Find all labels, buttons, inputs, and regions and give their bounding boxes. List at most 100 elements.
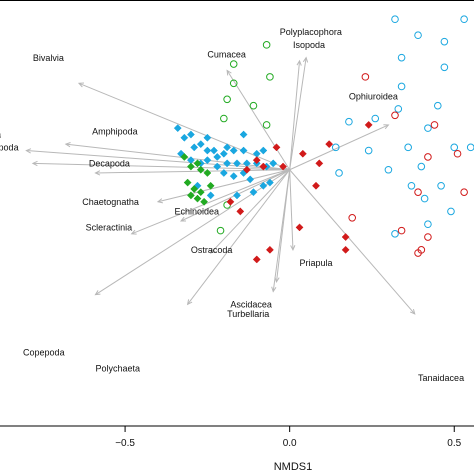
vector-arrowhead — [25, 148, 32, 154]
green-filled-diamond-point — [196, 165, 205, 174]
vector-label: Scleractinia — [86, 223, 133, 233]
green-filled-diamond-point — [186, 191, 195, 200]
blue-open-circle-point — [331, 143, 340, 152]
blue-filled-diamond-point — [269, 159, 278, 168]
red-open-circle-point — [424, 153, 432, 161]
species-vector — [289, 169, 416, 315]
species-vector — [226, 70, 291, 171]
red-filled-diamond-point — [279, 162, 288, 171]
green-open-circle-point — [223, 95, 231, 104]
blue-filled-diamond-point — [190, 143, 199, 152]
blue-filled-diamond-point — [239, 130, 248, 139]
green-open-circle-point — [262, 121, 271, 129]
green-open-circle-point — [216, 226, 225, 235]
red-filled-diamond-point — [252, 255, 261, 264]
red-filled-diamond-point — [315, 159, 324, 168]
red-open-circle-point — [361, 73, 370, 81]
red-open-circle-point — [391, 111, 399, 120]
x-axis: NMDS1 −0.5 0.0 0.5 — [115, 426, 462, 473]
blue-filled-diamond-point — [210, 146, 218, 155]
green-open-circle-point — [220, 114, 228, 123]
blue-open-circle-point — [397, 82, 406, 91]
vector-arrowhead — [209, 248, 216, 254]
x-tick-label: 0.0 — [283, 438, 297, 449]
vector-label: Chaetognatha — [82, 197, 139, 207]
red-filled-diamond-point — [236, 207, 245, 216]
site-points — [173, 15, 474, 264]
vector-arrowhead — [271, 286, 277, 293]
red-filled-diamond-point — [341, 233, 350, 241]
blue-filled-diamond-point — [203, 146, 212, 155]
vector-arrowhead — [94, 170, 101, 176]
vector-label: Ascidacea — [230, 299, 272, 309]
vector-label: Cumacea — [207, 50, 246, 60]
vector-label: Isopoda — [293, 40, 325, 50]
red-open-circle-point — [348, 214, 357, 222]
vector-label: ifera — [0, 130, 1, 140]
species-vector — [26, 150, 290, 171]
blue-open-circle-point — [447, 207, 455, 216]
vector-label: Bivalvia — [33, 53, 64, 63]
blue-open-circle-point — [391, 230, 399, 238]
vector-label: Ostracoda — [191, 245, 233, 255]
red-filled-diamond-point — [312, 181, 320, 190]
green-open-circle-point — [229, 60, 238, 68]
blue-open-circle-point — [433, 101, 442, 110]
vector-arrowhead — [409, 308, 416, 315]
blue-filled-diamond-point — [206, 191, 215, 200]
blue-filled-diamond-point — [219, 169, 228, 177]
blue-filled-diamond-point — [219, 149, 228, 158]
green-filled-diamond-point — [196, 188, 205, 197]
blue-filled-diamond-point — [223, 159, 232, 168]
blue-open-circle-point — [407, 181, 416, 190]
vector-labels: Bivalvia Polyplacophora Isopoda Cumacea Ophi… — [0, 27, 464, 383]
blue-filled-diamond-point — [239, 146, 248, 155]
species-vector — [131, 169, 290, 235]
vector-label: Tanaidacea — [418, 373, 464, 383]
green-filled-diamond-point — [180, 152, 189, 161]
species-vector — [289, 169, 294, 250]
plot-frame — [0, 0, 474, 427]
red-open-circle-point — [430, 121, 439, 129]
vector-label: Polychaeta — [95, 364, 140, 374]
blue-open-circle-point — [335, 169, 343, 177]
blue-open-circle-point — [460, 15, 468, 24]
blue-open-circle-point — [371, 114, 380, 123]
blue-filled-diamond-point — [259, 181, 268, 190]
red-open-circle-point — [424, 233, 432, 241]
red-filled-diamond-point — [252, 156, 261, 165]
vector-label: Copepoda — [23, 348, 65, 358]
green-open-circle-point — [229, 79, 238, 88]
blue-open-circle-point — [397, 53, 406, 62]
species-vector — [157, 169, 290, 203]
red-filled-diamond-point — [295, 223, 304, 232]
blue-filled-diamond-point — [173, 124, 182, 133]
green-filled-diamond-point — [186, 162, 195, 171]
green-filled-diamond-point — [193, 159, 202, 168]
vector-label: Ophiuroidea — [349, 91, 398, 101]
blue-filled-diamond-point — [246, 175, 255, 184]
blue-filled-diamond-point — [203, 133, 212, 142]
vector-label: Priapula — [300, 258, 333, 268]
species-vector — [187, 169, 291, 305]
red-open-circle-point — [414, 188, 422, 196]
red-filled-diamond-point — [341, 245, 350, 254]
blue-filled-diamond-point — [186, 130, 195, 139]
blue-open-circle-point — [391, 15, 399, 24]
red-filled-diamond-point — [259, 162, 268, 171]
red-filled-diamond-point — [242, 165, 251, 174]
species-vector — [272, 169, 291, 292]
blue-filled-diamond-point — [233, 191, 241, 200]
blue-filled-diamond-point — [265, 178, 274, 187]
vector-arrowhead — [290, 245, 296, 251]
vector-arrowhead — [31, 160, 38, 167]
blue-filled-diamond-point — [223, 143, 232, 152]
blue-filled-diamond-point — [229, 172, 238, 181]
species-vector — [210, 169, 291, 254]
vector-arrowhead — [226, 69, 232, 76]
vector-arrowhead — [77, 82, 85, 88]
blue-filled-diamond-point — [196, 140, 205, 149]
green-filled-diamond-point — [190, 185, 199, 193]
green-filled-diamond-point — [206, 181, 215, 190]
blue-open-circle-point — [450, 143, 459, 152]
